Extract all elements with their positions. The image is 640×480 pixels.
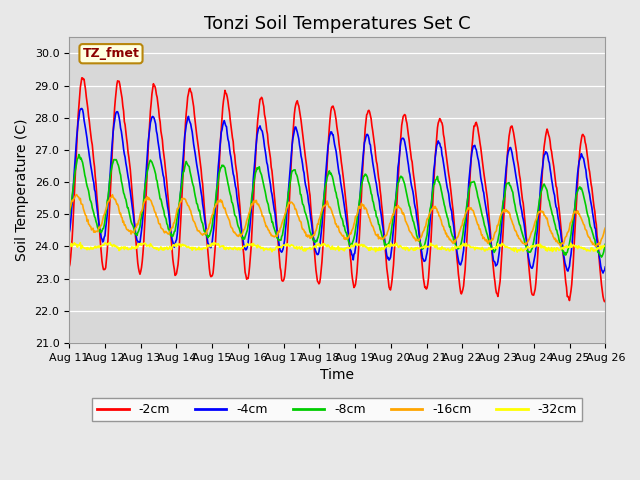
X-axis label: Time: Time — [320, 368, 354, 382]
Legend: -2cm, -4cm, -8cm, -16cm, -32cm: -2cm, -4cm, -8cm, -16cm, -32cm — [92, 398, 582, 421]
Y-axis label: Soil Temperature (C): Soil Temperature (C) — [15, 119, 29, 262]
Text: TZ_fmet: TZ_fmet — [83, 47, 140, 60]
Title: Tonzi Soil Temperatures Set C: Tonzi Soil Temperatures Set C — [204, 15, 470, 33]
